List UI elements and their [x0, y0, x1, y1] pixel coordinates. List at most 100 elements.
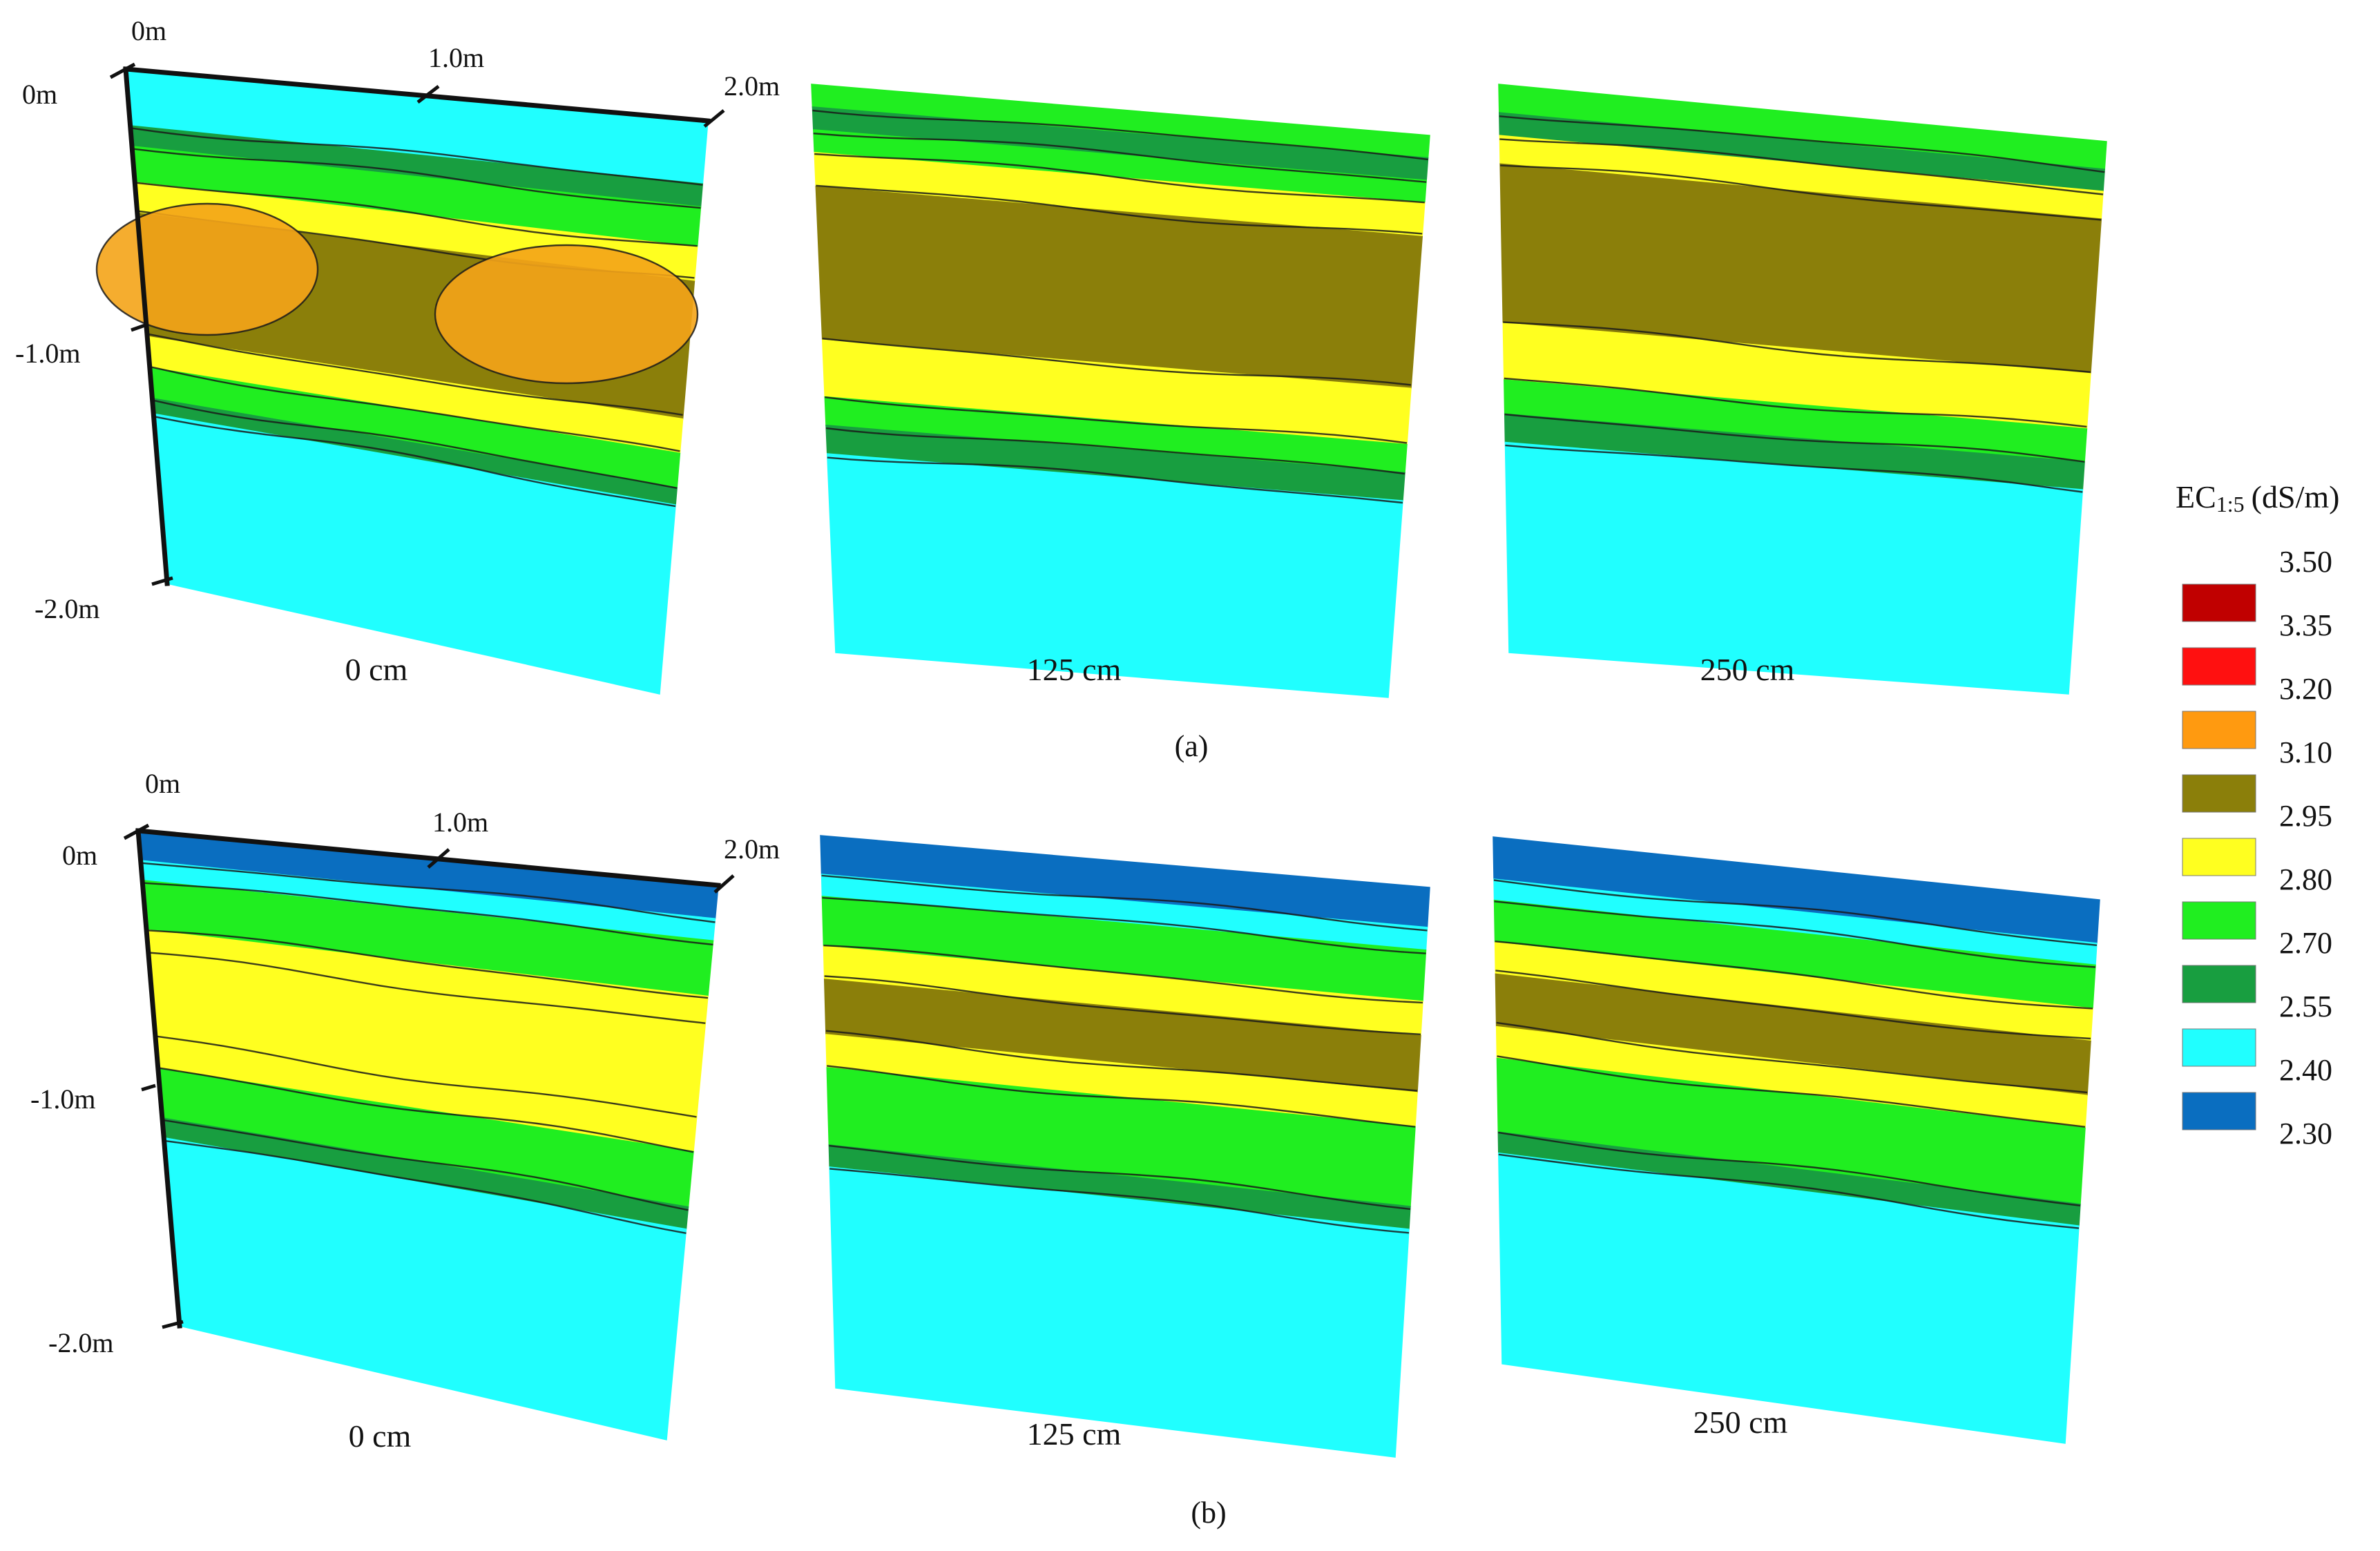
- depth-label-2m-a: -2.0m: [35, 593, 99, 624]
- depth-label-0m-a: 0m: [22, 79, 57, 110]
- contour-line: [1494, 900, 2096, 968]
- ec-high-lobe: [435, 245, 698, 383]
- contour-line: [1495, 970, 2091, 1040]
- contour-line: [816, 184, 1423, 235]
- profile-b-1: [820, 835, 1430, 1458]
- profiles-layer: [95, 68, 2107, 1458]
- contour-line: [1500, 164, 2102, 221]
- colorbar-tick-label: 2.30: [2279, 1117, 2332, 1150]
- contour-line: [130, 127, 703, 186]
- colorbar-legend: EC1:5 (dS/m) 3.50 3.35 3.20 3.10 2.95 2.80 2.70…: [2176, 479, 2339, 1150]
- contour-line: [135, 182, 698, 247]
- width-label-2m-a: 2.0m: [724, 70, 780, 102]
- colorbar-swatch: [2182, 965, 2256, 1003]
- colorbar-ticks: 3.50 3.35 3.20 3.10 2.95 2.80 2.70 2.55 2.40 2.30: [2279, 545, 2332, 1150]
- width-label-0m-a: 0m: [131, 15, 166, 46]
- contour-line: [155, 1035, 697, 1118]
- contour-line: [829, 1168, 1410, 1234]
- axes-layer: 0m 1.0m 2.0m 0m -1.0m -2.0m 0m 1.0m 2.0m…: [15, 15, 780, 1358]
- colorbar-swatch: [2182, 711, 2256, 749]
- contour-line: [812, 109, 1428, 161]
- colorbar-title-main: EC: [2176, 479, 2216, 514]
- profile-label-a-2: 250 cm: [1700, 652, 1795, 687]
- axis-frame-b: 0m 1.0m 2.0m 0m -1.0m -2.0m: [30, 768, 780, 1358]
- profile-label-b-0: 0 cm: [349, 1418, 412, 1454]
- contour-line: [823, 944, 1423, 1004]
- axis-frame-a: 0m 1.0m 2.0m 0m -1.0m -2.0m: [15, 15, 780, 624]
- contour-line: [1503, 321, 2091, 373]
- colorbar-swatch: [2182, 647, 2256, 686]
- contour-line: [434, 244, 699, 385]
- depth-label-1m-a: -1.0m: [15, 338, 80, 369]
- contour-line: [162, 1119, 689, 1211]
- colorbar-title: EC1:5 (dS/m): [2176, 479, 2339, 517]
- width-label-2m-b: 2.0m: [724, 834, 780, 865]
- colorbar-tick-label: 3.35: [2279, 608, 2332, 642]
- colorbar-tick-label: 3.10: [2279, 735, 2332, 769]
- labels-layer: 0 cm 125 cm 250 cm (a) 0 cm 125 cm 250 c…: [345, 652, 1795, 1530]
- profile-label-a-0: 0 cm: [345, 652, 408, 687]
- ec-high-lobe: [97, 204, 318, 335]
- colorbar-swatch: [2182, 838, 2256, 876]
- contour-line: [153, 415, 676, 508]
- contour-line: [827, 1065, 1416, 1128]
- width-label-0m-b: 0m: [145, 768, 180, 799]
- width-label-1m-b: 1.0m: [432, 807, 488, 838]
- colorbar-tick-label: 2.80: [2279, 863, 2332, 896]
- contour-line: [821, 874, 1428, 932]
- contour-line: [1496, 1021, 2088, 1094]
- depth-label-1m-b: -1.0m: [30, 1083, 95, 1115]
- contour-line: [131, 148, 701, 209]
- colorbar-swatches: [2182, 584, 2256, 1130]
- contour-line: [142, 882, 713, 946]
- colorbar-title-unit: (dS/m): [2252, 479, 2340, 514]
- colorbar-tick-label: 2.70: [2279, 926, 2332, 960]
- contour-line: [825, 396, 1408, 444]
- colorbar-tick-label: 2.40: [2279, 1053, 2332, 1087]
- contour-line: [1495, 941, 2093, 1010]
- colorbar-title-sub: 1:5: [2216, 492, 2245, 517]
- contour-line: [813, 133, 1427, 183]
- contour-line: [1498, 1153, 2080, 1229]
- contour-line: [825, 427, 1405, 475]
- ec-band: [829, 1166, 1410, 1458]
- panel-caption-b: (b): [1191, 1496, 1226, 1530]
- contour-line: [822, 338, 1412, 386]
- contour-line: [146, 333, 683, 416]
- contour-line: [152, 399, 678, 489]
- contour-line: [824, 975, 1421, 1035]
- contour-line: [814, 153, 1425, 204]
- contour-line: [1499, 138, 2104, 195]
- contour-line: [1497, 1055, 2086, 1128]
- profile-b-2: [1493, 836, 2100, 1444]
- contour-line: [140, 862, 716, 923]
- profile-a-0: [95, 68, 709, 695]
- width-label-1m-a: 1.0m: [428, 42, 484, 73]
- colorbar-tick-label: 2.55: [2279, 990, 2332, 1023]
- profile-a-1: [811, 84, 1430, 698]
- depth-label-0m-b: 0m: [62, 840, 97, 871]
- contour-line: [822, 896, 1426, 954]
- colorbar-swatch: [2182, 1028, 2256, 1067]
- contour-line: [1504, 413, 2085, 463]
- contour-line: [146, 929, 709, 999]
- contour-line: [164, 1139, 687, 1234]
- contour-line: [825, 1030, 1418, 1092]
- contour-line: [1504, 377, 2087, 428]
- ec-band: [1498, 1152, 2080, 1444]
- profile-label-b-1: 125 cm: [1027, 1416, 1122, 1452]
- contour-line: [829, 1144, 1411, 1211]
- profile-label-a-1: 125 cm: [1027, 652, 1122, 687]
- colorbar-swatch: [2182, 901, 2256, 940]
- colorbar-tick-label: 2.95: [2279, 799, 2332, 833]
- colorbar-tick-label: 3.50: [2279, 545, 2332, 579]
- contour-line: [95, 202, 319, 336]
- contour-line: [1493, 879, 2098, 946]
- colorbar-swatch: [2182, 1092, 2256, 1130]
- depth-label-2m-b: -2.0m: [48, 1327, 113, 1358]
- contour-line: [157, 1067, 694, 1153]
- contour-line: [1499, 115, 2105, 173]
- profile-label-b-2: 250 cm: [1693, 1405, 1788, 1440]
- colorbar-tick-label: 3.20: [2279, 672, 2332, 706]
- contour-line: [1505, 444, 2083, 493]
